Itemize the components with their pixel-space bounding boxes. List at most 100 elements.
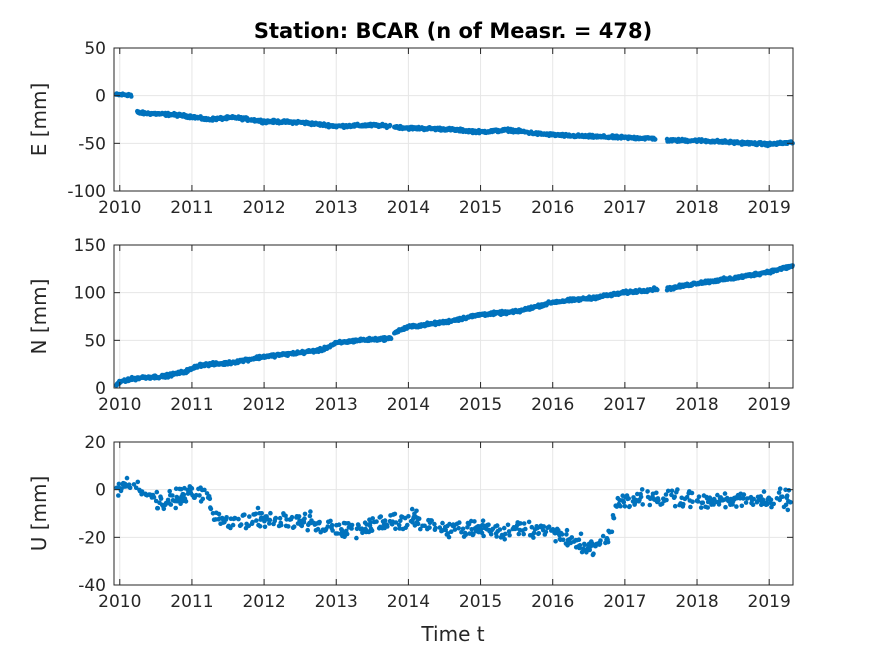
data-point xyxy=(494,523,500,528)
data-point xyxy=(531,535,536,540)
y-tick-label: -100 xyxy=(67,182,106,202)
data-point xyxy=(564,527,570,533)
data-point xyxy=(564,532,569,537)
data-point xyxy=(488,531,494,537)
data-point xyxy=(786,488,792,493)
data-point xyxy=(486,522,491,527)
data-point xyxy=(382,518,388,523)
data-point xyxy=(696,494,702,500)
x-tick-label: 2018 xyxy=(675,395,718,415)
data-point xyxy=(669,488,675,494)
data-points xyxy=(114,475,793,558)
data-point xyxy=(689,490,695,496)
data-point xyxy=(415,521,421,527)
data-point xyxy=(368,520,373,525)
data-point xyxy=(168,502,174,507)
x-tick-label: 2015 xyxy=(459,592,502,612)
data-point xyxy=(780,494,785,500)
data-point xyxy=(325,524,331,529)
x-tick-label: 2016 xyxy=(531,198,574,218)
data-point xyxy=(587,547,592,553)
data-point xyxy=(296,514,302,519)
data-point xyxy=(480,518,486,523)
data-point xyxy=(440,520,445,526)
plot-area xyxy=(114,442,793,585)
data-point xyxy=(675,487,680,492)
data-point xyxy=(760,497,766,503)
y-tick-label: 0 xyxy=(95,87,106,107)
data-point xyxy=(336,522,342,527)
data-point xyxy=(236,516,241,522)
x-axis-label: Time t xyxy=(420,622,484,646)
data-point xyxy=(409,506,415,512)
data-point xyxy=(135,479,141,485)
data-point xyxy=(433,525,438,531)
data-point xyxy=(443,527,449,533)
data-point xyxy=(723,504,728,510)
y-axis-label: E [mm] xyxy=(27,83,51,157)
x-tick-label: 2019 xyxy=(748,395,791,415)
data-point xyxy=(559,532,565,537)
y-tick-label: -40 xyxy=(78,576,106,596)
data-point xyxy=(751,496,756,502)
data-point xyxy=(497,527,503,532)
data-point xyxy=(267,517,273,523)
data-point xyxy=(771,501,776,507)
data-point xyxy=(665,488,671,494)
data-point xyxy=(437,525,443,530)
data-point xyxy=(158,496,164,501)
data-point xyxy=(131,482,137,487)
data-point xyxy=(273,515,279,521)
y-tick-label: 150 xyxy=(74,236,106,256)
data-point xyxy=(768,497,774,503)
data-point xyxy=(647,502,653,508)
data-point xyxy=(456,525,462,531)
data-point xyxy=(262,524,268,530)
data-point xyxy=(200,496,206,502)
data-point xyxy=(611,515,617,521)
data-point xyxy=(253,511,259,517)
data-point xyxy=(531,530,537,536)
data-point xyxy=(690,499,695,505)
data-point xyxy=(356,523,361,528)
x-tick-label: 2013 xyxy=(315,592,358,612)
data-point xyxy=(360,530,365,536)
x-tick-label: 2014 xyxy=(387,198,430,218)
data-point xyxy=(761,489,767,494)
data-point xyxy=(155,505,161,511)
data-point xyxy=(639,487,645,492)
y-tick-label: 0 xyxy=(95,481,106,501)
data-point xyxy=(161,506,167,512)
data-point xyxy=(507,532,512,538)
data-point xyxy=(302,516,307,521)
data-point xyxy=(393,526,398,532)
data-point xyxy=(349,526,354,531)
data-point xyxy=(154,489,160,495)
panel-east: 2010 2011 2012 2013 2014 2015 2016 2017 2018 2019… xyxy=(27,39,795,218)
data-point xyxy=(414,508,419,514)
data-point xyxy=(170,493,175,498)
data-point xyxy=(743,500,749,505)
data-point xyxy=(416,516,422,521)
data-point xyxy=(715,492,720,498)
data-point xyxy=(788,500,793,505)
data-point xyxy=(230,522,236,528)
data-point xyxy=(448,529,454,534)
y-axis-label: N [mm] xyxy=(27,279,51,355)
data-point xyxy=(329,522,335,528)
x-tick-label: 2010 xyxy=(98,198,141,218)
x-tick-label: 2010 xyxy=(98,395,141,415)
data-point xyxy=(289,514,295,520)
data-point xyxy=(605,539,611,545)
y-tick-label: 100 xyxy=(74,284,106,304)
data-point xyxy=(705,505,710,510)
x-tick-label: 2013 xyxy=(315,395,358,415)
data-point xyxy=(700,500,706,506)
data-point xyxy=(460,526,466,532)
data-point xyxy=(698,505,704,510)
data-point xyxy=(622,504,628,509)
data-point xyxy=(255,505,261,511)
data-point xyxy=(654,490,659,496)
x-tick-label: 2018 xyxy=(675,198,718,218)
data-point xyxy=(388,336,394,342)
